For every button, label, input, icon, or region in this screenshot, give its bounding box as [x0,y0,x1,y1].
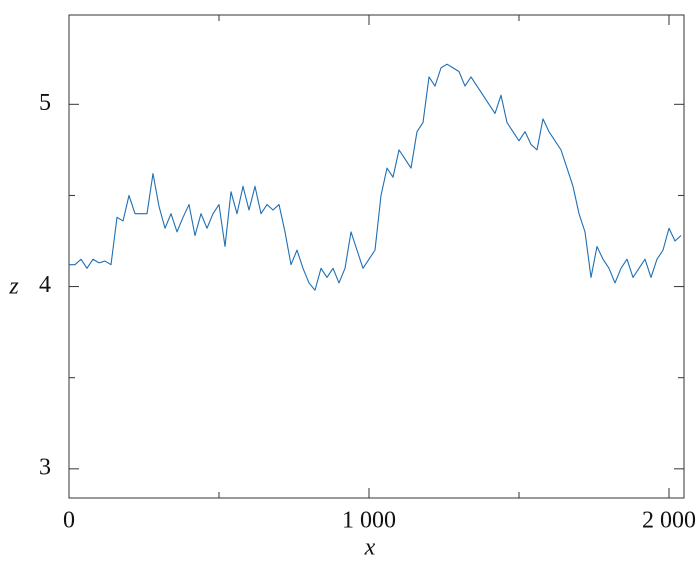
y-tick-label: 4 [39,272,51,298]
x-tick-label: 1 000 [342,508,396,534]
y-tick-label: 5 [39,90,51,116]
x-tick-label: 2 000 [642,508,696,534]
plot-frame [68,14,685,499]
y-axis-label: z [8,274,19,300]
line [69,63,682,291]
x-tick-label: 0 [63,508,75,534]
x-axis-label: x [364,535,376,561]
y-tick-label: 3 [39,454,51,480]
